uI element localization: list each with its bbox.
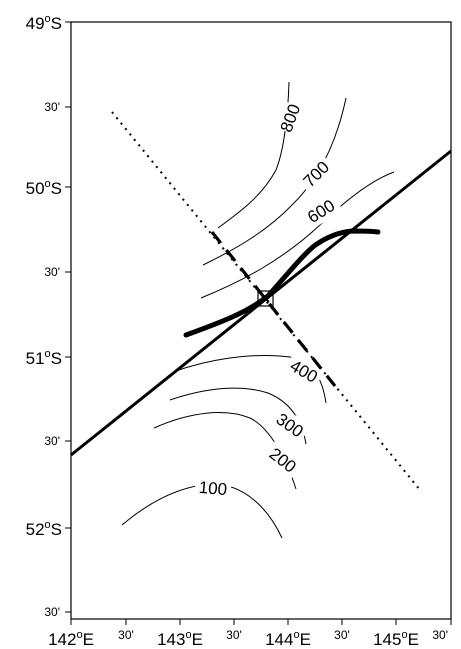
label-background [299,191,343,231]
lat-label-49s: 49oS [26,13,62,33]
label-background [282,352,326,390]
lon-label-minor: 30' [226,628,242,642]
contour-lines [121,81,395,539]
dashed-segment [210,231,337,387]
frame-ticks [65,21,452,625]
label-background [194,476,232,500]
contour-700 [202,97,347,266]
label-background [268,405,312,445]
contour-600 [200,171,395,299]
contour-400 [172,355,327,404]
site-cross [261,294,270,303]
lat-label-minor: 30' [44,605,60,619]
contour-label-100: 100 [198,478,228,499]
lat-label-minor: 30' [44,265,60,279]
lat-label-51s: 51oS [26,348,62,368]
site-box [257,290,274,307]
map-frame [70,21,452,620]
lon-label-142e: 142oE [48,629,94,649]
lat-labels: 49oS 30' 50oS 30' 51oS 30' 52oS 30' [26,13,62,619]
lon-label-minor: 30' [432,628,448,642]
site-marker [257,290,274,307]
label-background [266,98,314,138]
label-background [262,440,304,480]
lat-label-minor: 30' [44,434,60,448]
lat-label-minor: 30' [44,100,60,114]
lon-label-145e: 145oE [373,629,419,649]
lon-label-minor: 30' [334,628,350,642]
lat-label-50s: 50oS [26,178,62,198]
lon-labels: 142oE 30' 143oE 30' 144oE 30' 145oE 30' [48,628,448,649]
lon-label-minor: 30' [118,628,134,642]
label-background [294,152,336,194]
lon-label-143e: 143oE [157,629,203,649]
dotted-profile-line [111,111,421,491]
lat-label-52s: 52oS [26,519,62,539]
bold-curve [183,228,381,338]
lon-label-144e: 144oE [265,629,311,649]
